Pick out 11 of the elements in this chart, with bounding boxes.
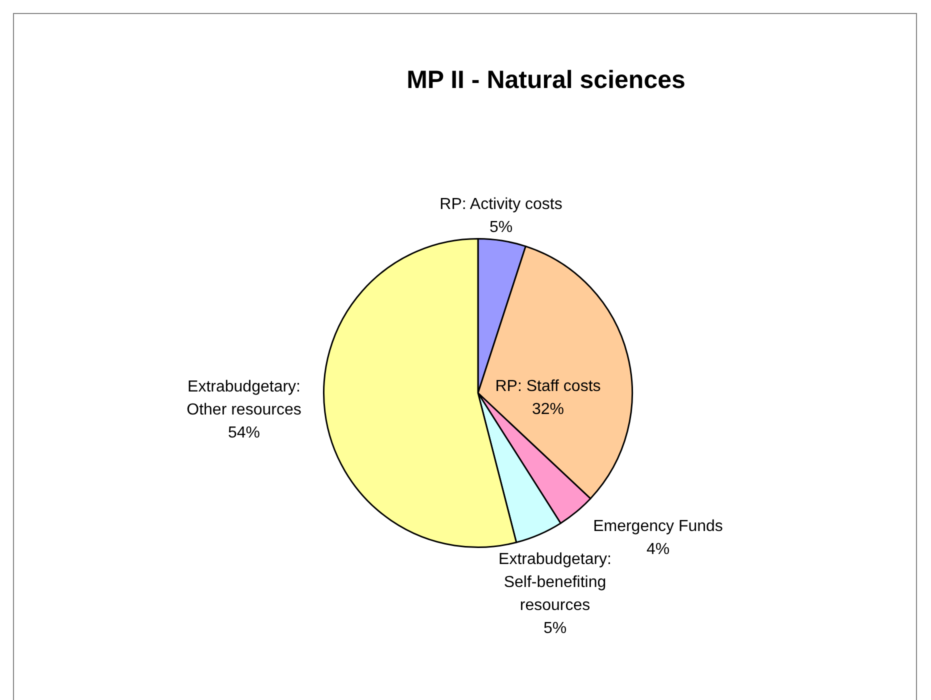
data-label: 5% (489, 218, 513, 236)
data-label: 4% (646, 540, 670, 558)
slice-label: RP: Activity costs (440, 196, 562, 213)
data-label: 5% (543, 620, 567, 637)
slice-label: Extrabudgetary: Self-benefiting resources (498, 550, 612, 614)
slice-label: RP: Staff costs (495, 378, 601, 395)
slice-label: Extrabudgetary: Other resources (186, 378, 302, 418)
chart-title: MP II - Natural sciences (406, 66, 686, 94)
data-label: 54% (228, 424, 260, 442)
data-label: 32% (532, 400, 564, 418)
slice-label: Emergency Funds (593, 518, 723, 535)
